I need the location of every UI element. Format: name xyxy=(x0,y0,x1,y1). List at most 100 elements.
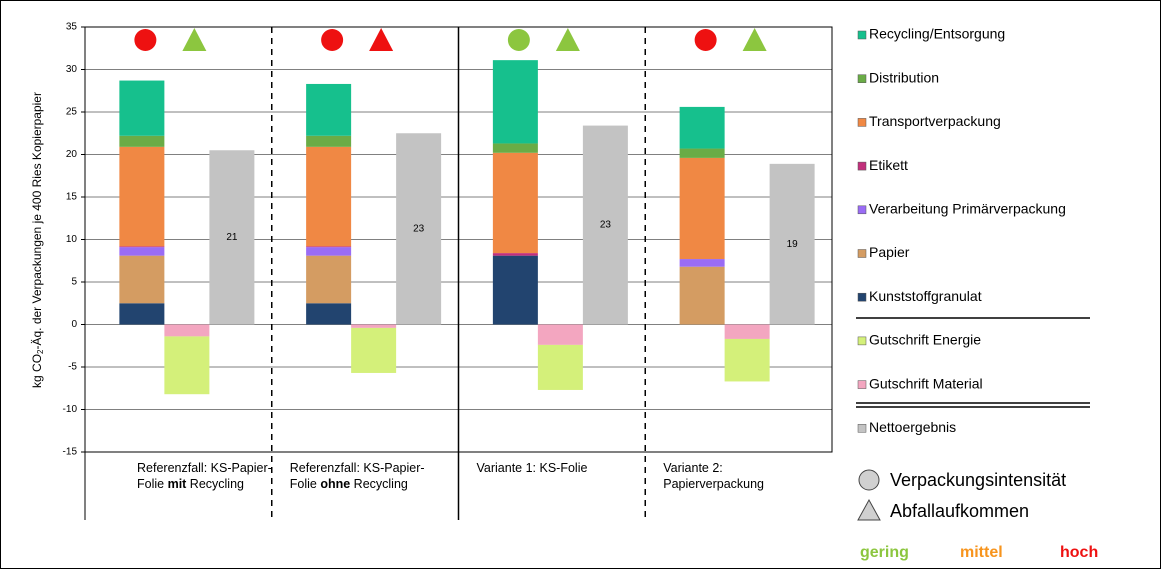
bar-segment xyxy=(119,135,165,147)
bar-segment xyxy=(306,135,352,147)
bar-segment xyxy=(306,303,352,325)
legend-label: Etikett xyxy=(869,157,908,173)
x-tick-label: Referenzfall: KS-Papier-Folie mit Recycl… xyxy=(137,460,287,492)
legend-label: Kunststoffgranulat xyxy=(869,288,982,304)
bar-segment xyxy=(582,125,628,325)
bar-segment xyxy=(679,266,725,325)
category-part: Recycling xyxy=(186,477,244,491)
legend-swatch xyxy=(857,74,867,83)
legend-swatch xyxy=(857,249,867,258)
bar-segment xyxy=(164,324,210,337)
value-label: 19 xyxy=(787,239,799,250)
legend-label: Transportverpackung xyxy=(869,113,1001,129)
x-tick-label: Referenzfall: KS-Papier-Folie ohne Recyc… xyxy=(290,460,440,492)
waste-indicator xyxy=(182,28,207,51)
legend-label: Papier xyxy=(869,244,910,260)
legend-label: Gutschrift Material xyxy=(869,375,983,391)
bar-segment xyxy=(679,148,725,158)
y-label-part: -Äq. der Verpackungen je 400 Ries Kopier… xyxy=(30,92,44,350)
bar-segment xyxy=(306,255,352,304)
y-tick-label: 0 xyxy=(71,319,77,330)
legend-swatch xyxy=(857,424,867,433)
y-tick-label: -10 xyxy=(63,404,78,415)
y-tick-label: 15 xyxy=(66,192,78,203)
bar-segment xyxy=(679,106,725,149)
y-axis-label: kg CO2-Äq. der Verpackungen je 400 Ries … xyxy=(30,92,45,388)
category-part: ohne xyxy=(320,477,351,491)
y-label-sub: 2 xyxy=(36,349,45,354)
category-part: Variante 2: Papierverpackung xyxy=(663,461,765,491)
legend-swatch xyxy=(857,161,867,171)
intensity-indicator xyxy=(694,29,717,51)
y-tick-label: 30 xyxy=(66,64,78,75)
scale-label: gering xyxy=(860,544,909,561)
intensity-indicator xyxy=(321,29,344,51)
bar-segment xyxy=(119,303,165,325)
y-tick-label: 5 xyxy=(71,277,77,288)
bar-segment xyxy=(164,336,210,395)
indicator-key-label: Abfallaufkommen xyxy=(890,501,1029,521)
legend-label: Recycling/Entsorgung xyxy=(869,26,1005,42)
bar-segment xyxy=(209,150,255,325)
waste-indicator xyxy=(742,28,767,51)
bar-segment xyxy=(492,143,538,153)
legend-label: Gutschrift Energie xyxy=(869,332,981,348)
intensity-indicator xyxy=(134,29,157,51)
legend-swatch xyxy=(857,205,867,215)
legend-swatch xyxy=(857,30,867,40)
y-tick-label: 20 xyxy=(66,149,78,160)
legend-swatch xyxy=(857,292,867,302)
bar-segment xyxy=(492,60,538,144)
bar-segment xyxy=(351,327,397,373)
bar-segment xyxy=(492,152,538,254)
bar-segment xyxy=(769,163,815,325)
category-part: Referenzfall: KS-Papier-Folie xyxy=(137,461,272,491)
bar-segment xyxy=(119,246,165,248)
legend-label: Distribution xyxy=(869,69,939,85)
indicator-key-triangle xyxy=(857,498,881,521)
value-label: 23 xyxy=(413,224,425,235)
bar-segment xyxy=(537,344,583,390)
scale-label: hoch xyxy=(1060,544,1098,561)
y-tick-label: -15 xyxy=(63,447,78,458)
value-label: 21 xyxy=(226,232,238,243)
bar-segment xyxy=(537,324,583,345)
x-tick-label: Variante 1: KS-Folie xyxy=(477,460,627,476)
scale-label: mittel xyxy=(960,544,1003,561)
bar-segment xyxy=(119,255,165,304)
indicator-key-circle xyxy=(858,469,880,491)
bar-segment xyxy=(724,324,770,339)
legend-label: Verarbeitung Primärverpackung xyxy=(869,201,1066,217)
bar-segment xyxy=(119,80,165,136)
bar-segment xyxy=(351,324,397,328)
y-tick-label: -5 xyxy=(68,362,77,373)
legend-swatch xyxy=(857,118,867,127)
category-part: mit xyxy=(167,477,187,491)
bar-segment xyxy=(306,83,352,136)
value-label: 23 xyxy=(600,220,612,231)
bar-segment xyxy=(492,255,538,325)
waste-indicator xyxy=(555,28,580,51)
bar-segment xyxy=(492,253,538,256)
bar-segment xyxy=(679,157,725,260)
legend-swatch xyxy=(857,336,867,346)
legend-label: Nettoergebnis xyxy=(869,419,956,435)
bar-segment xyxy=(306,146,352,247)
legend-swatch xyxy=(857,380,867,389)
category-part: Variante 1: KS-Folie xyxy=(476,461,588,475)
x-tick-label: Variante 2: Papierverpackung xyxy=(663,460,813,492)
category-part: Referenzfall: KS-Papier-Folie xyxy=(289,461,425,491)
intensity-indicator xyxy=(507,29,530,51)
bar-segment xyxy=(119,146,165,247)
bar-segment xyxy=(306,246,352,248)
indicator-key-label: Verpackungsintensität xyxy=(890,470,1066,490)
bar-segment xyxy=(679,259,725,267)
y-label-part: kg CO xyxy=(30,354,44,388)
bar-segment xyxy=(396,133,442,325)
category-part: Recycling xyxy=(350,477,408,491)
y-tick-label: 25 xyxy=(66,107,78,118)
bar-segment xyxy=(119,247,165,256)
waste-indicator xyxy=(369,28,394,51)
